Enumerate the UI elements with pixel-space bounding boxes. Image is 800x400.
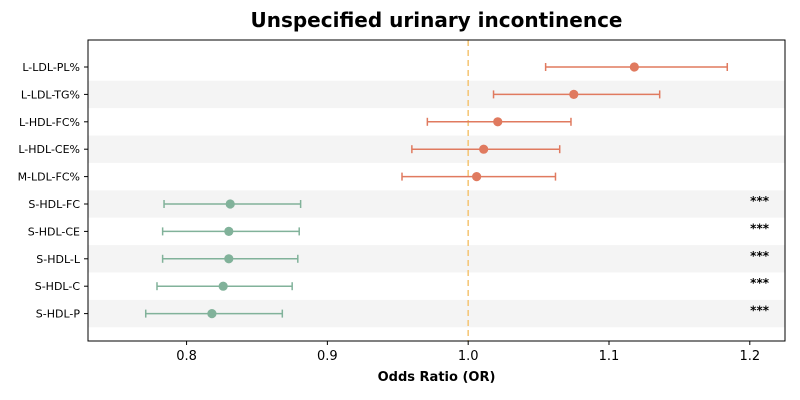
row-s-hdl-fc: *** bbox=[163, 194, 770, 209]
or-point-s-hdl-ce bbox=[224, 226, 234, 236]
significance-label-s-hdl-p: *** bbox=[750, 304, 770, 318]
row-m-ldl-fc bbox=[401, 172, 557, 182]
plot-frame bbox=[87, 39, 786, 342]
or-point-s-hdl-l bbox=[224, 254, 234, 264]
chart-title: Unspecified urinary incontinence bbox=[250, 8, 623, 32]
x-tick-label-2: 1.0 bbox=[458, 349, 479, 364]
row-l-ldl-tg bbox=[492, 89, 661, 99]
or-point-l-ldl-pl bbox=[629, 62, 639, 72]
significance-label-s-hdl-ce: *** bbox=[750, 221, 770, 235]
row-l-hdl-ce bbox=[411, 144, 561, 154]
significance-label-s-hdl-l: *** bbox=[750, 249, 770, 263]
y-tick-label-l-ldl-pl: L-LDL-PL% bbox=[22, 61, 80, 74]
y-tick-label-s-hdl-l: S-HDL-L bbox=[36, 253, 81, 266]
y-tick-label-m-ldl-fc: M-LDL-FC% bbox=[18, 171, 80, 184]
x-axis: 0.8 0.9 1.0 1.1 1.2 bbox=[176, 341, 760, 364]
x-tick-label-3: 1.1 bbox=[599, 349, 620, 364]
y-tick-label-s-hdl-c: S-HDL-C bbox=[35, 280, 81, 293]
row-band-l-ldl-tg- bbox=[88, 80, 785, 109]
significance-label-s-hdl-fc: *** bbox=[750, 194, 770, 208]
row-s-hdl-p: *** bbox=[144, 304, 770, 319]
y-tick-label-l-ldl-tg: L-LDL-TG% bbox=[21, 88, 80, 101]
y-tick-label-s-hdl-p: S-HDL-P bbox=[36, 308, 81, 321]
row-s-hdl-c: *** bbox=[156, 276, 770, 291]
y-axis: L-LDL-PL% L-LDL-TG% L-HDL-FC% L-HDL-CE% M-LD… bbox=[18, 61, 88, 321]
or-point-l-hdl-ce bbox=[479, 144, 489, 154]
or-point-l-ldl-tg bbox=[569, 89, 579, 99]
row-s-hdl-ce: *** bbox=[161, 221, 770, 236]
or-point-s-hdl-fc bbox=[225, 199, 235, 209]
or-point-l-hdl-fc bbox=[493, 117, 503, 127]
y-tick-label-s-hdl-fc: S-HDL-FC bbox=[28, 198, 80, 211]
or-point-s-hdl-p bbox=[207, 309, 217, 319]
row-s-hdl-l: *** bbox=[161, 249, 770, 264]
row-l-ldl-pl bbox=[544, 62, 729, 72]
y-tick-label-l-hdl-fc: L-HDL-FC% bbox=[19, 116, 80, 129]
x-axis-label: Odds Ratio (OR) bbox=[378, 370, 496, 385]
row-l-hdl-fc bbox=[426, 117, 572, 127]
forest-marks: *** *** *** *** *** bbox=[144, 62, 770, 319]
or-point-s-hdl-c bbox=[218, 281, 228, 291]
or-point-m-ldl-fc bbox=[472, 172, 482, 182]
y-tick-label-l-hdl-ce: L-HDL-CE% bbox=[18, 143, 80, 156]
x-tick-label-0: 0.8 bbox=[176, 349, 197, 364]
x-tick-label-4: 1.2 bbox=[739, 349, 760, 364]
significance-label-s-hdl-c: *** bbox=[750, 276, 770, 290]
y-tick-label-s-hdl-ce: S-HDL-CE bbox=[28, 225, 80, 238]
x-tick-label-1: 0.9 bbox=[317, 349, 338, 364]
